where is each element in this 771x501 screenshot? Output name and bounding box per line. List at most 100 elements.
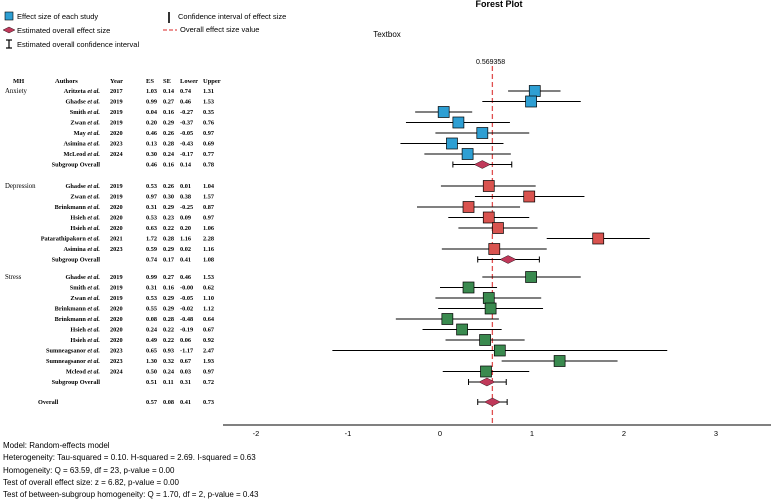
subgroup-label: Subgroup Overall — [52, 257, 101, 264]
study-se: 0.28 — [163, 316, 174, 323]
subgroup-se: 0.17 — [163, 257, 174, 264]
study-es: 0.59 — [146, 246, 157, 253]
study-author: Patarathipakorn et al. — [41, 236, 101, 243]
study-author: Smith et al. — [70, 285, 101, 292]
header-year: Year — [110, 78, 123, 85]
study-year: 2023 — [110, 348, 123, 355]
study-effect-box — [441, 313, 454, 325]
study-author: Brinkmann et al. — [55, 306, 101, 313]
study-upper: 0.64 — [203, 316, 215, 323]
study-year: 2020 — [110, 225, 123, 232]
study-upper: 0.97 — [203, 130, 214, 137]
study-author: Ghadse et al. — [66, 99, 101, 106]
study-lower: -0.48 — [180, 316, 193, 323]
study-year: 2024 — [110, 369, 123, 376]
study-upper: 0.97 — [203, 369, 214, 376]
legend-overall-ci-label: Estimated overall confidence interval — [17, 40, 139, 49]
study-lower: 0.46 — [180, 99, 191, 106]
study-lower: -0.05 — [180, 295, 193, 302]
study-lower: 0.03 — [180, 369, 191, 376]
study-lower: -0.00 — [180, 285, 193, 292]
study-year: 2017 — [110, 88, 123, 95]
study-upper: 0.87 — [203, 204, 214, 211]
study-se: 0.28 — [163, 236, 174, 243]
study-effect-box — [452, 116, 465, 129]
header-es: ES — [146, 78, 154, 85]
study-author: Brinkmann et al. — [55, 316, 101, 323]
study-author: Zwan et al. — [70, 295, 100, 302]
legend-overall-effect-label: Estimated overall effect size — [17, 26, 110, 35]
study-se: 0.16 — [163, 285, 174, 292]
header-se: SE — [163, 78, 171, 85]
chart-title: Forest Plot — [475, 0, 522, 9]
study-effect-box — [492, 222, 504, 234]
study-es: 1.03 — [146, 88, 157, 95]
study-author: May et al. — [74, 130, 101, 137]
subgroup-se: 0.11 — [163, 379, 174, 386]
study-lower: 0.01 — [180, 183, 191, 190]
subgroup-es: 0.51 — [146, 379, 157, 386]
study-se: 0.22 — [163, 327, 174, 334]
study-es: 0.65 — [146, 348, 157, 355]
study-author: Mcleod et al. — [66, 369, 101, 376]
study-year: 2023 — [110, 141, 123, 148]
study-author: Hsieh et al. — [70, 215, 100, 222]
overall-se: 0.08 — [163, 399, 174, 406]
study-es: 0.99 — [146, 99, 157, 106]
study-upper: 0.76 — [203, 120, 214, 127]
study-es: 0.24 — [146, 327, 158, 334]
header-upper: Upper — [203, 78, 221, 85]
study-effect-box — [476, 127, 489, 139]
study-se: 0.26 — [163, 183, 174, 190]
study-lower: 0.02 — [180, 246, 191, 253]
x-tick-label: 2 — [622, 429, 626, 436]
study-effect-box — [528, 85, 541, 97]
group-label-depression: Depression — [5, 183, 36, 190]
study-se: 0.23 — [163, 215, 174, 222]
overall-upper: 0.73 — [203, 399, 214, 406]
study-effect-box — [482, 211, 495, 224]
study-lower: -0.17 — [180, 151, 193, 158]
study-author: Asimina et al. — [63, 246, 100, 253]
study-effect-box — [462, 281, 475, 294]
summary-homogeneity: Homogeneity: Q = 63.59, df = 23, p-value… — [3, 465, 175, 475]
study-year: 2019 — [110, 120, 123, 127]
study-effect-box — [479, 334, 491, 346]
study-lower: -1.17 — [180, 348, 193, 355]
study-se: 0.24 — [163, 369, 175, 376]
study-upper: 1.12 — [203, 306, 214, 313]
study-upper: 0.35 — [203, 109, 214, 116]
study-upper: 1.53 — [203, 274, 214, 281]
study-effect-box — [488, 243, 501, 255]
study-year: 2023 — [110, 246, 123, 253]
study-year: 2020 — [110, 130, 123, 137]
study-lower: 0.74 — [180, 88, 192, 95]
study-se: 0.24 — [163, 151, 175, 158]
x-tick-label: -1 — [345, 429, 352, 436]
study-se: 0.32 — [163, 358, 174, 365]
legend-ci-label: Confidence interval of effect size — [178, 12, 286, 21]
summary-model: Model: Random-effects model — [3, 441, 110, 450]
subgroup-lower: 0.14 — [180, 162, 192, 169]
study-upper: 2.28 — [203, 236, 214, 243]
subgroup-upper: 0.78 — [203, 162, 214, 169]
forest-rows: Anxiety Aritzeta et al. 2017 1.03 0.14 0.74 1.… — [5, 88, 215, 406]
study-se: 0.22 — [163, 225, 174, 232]
study-effect-box — [482, 180, 495, 192]
legend-overall-ci-icon — [6, 39, 12, 49]
subgroup-upper: 0.72 — [203, 379, 214, 386]
subgroup-es: 0.74 — [146, 257, 158, 264]
overall-diamond — [483, 397, 501, 407]
study-effect-box — [462, 201, 475, 213]
study-es: 0.53 — [146, 215, 157, 222]
study-year: 2020 — [110, 306, 123, 313]
study-year: 2020 — [110, 327, 123, 334]
subgroup-es: 0.46 — [146, 162, 157, 169]
study-author: Brinkmann et al. — [55, 204, 101, 211]
header-authors: Authors — [55, 78, 78, 85]
study-es: 0.04 — [146, 109, 158, 116]
study-lower: -0.37 — [180, 120, 193, 127]
study-lower: -0.25 — [180, 204, 193, 211]
study-author: Aritzeta et al. — [64, 88, 101, 95]
study-es: 0.31 — [146, 285, 157, 292]
